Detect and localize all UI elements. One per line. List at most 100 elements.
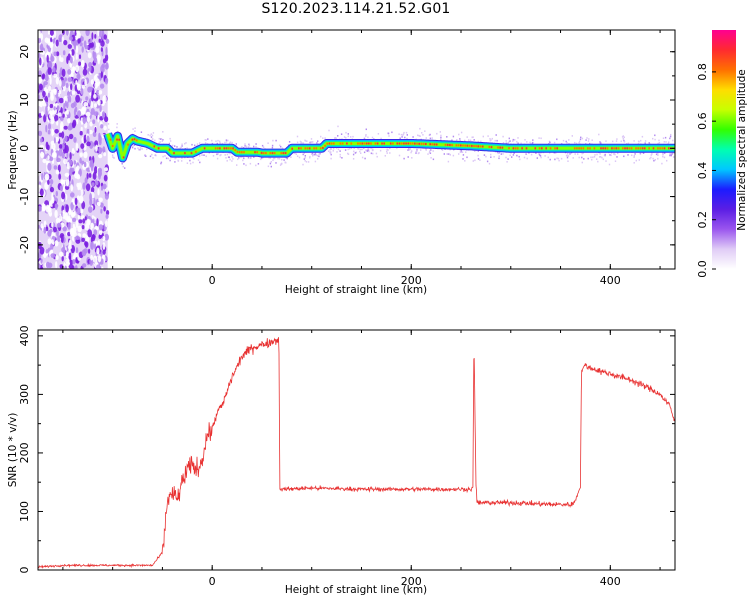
spectral-speckle [633,156,635,158]
noise-speckle [104,233,109,241]
noise-speckle [76,83,81,91]
spectral-speckle [245,145,248,148]
spectral-speckle [228,142,231,145]
spectral-speckle [505,156,507,159]
spectral-speckle [361,156,364,159]
spectral-speckle [139,148,141,151]
spectral-speckle [159,141,161,143]
spectral-speckle [311,152,314,155]
peak-marker [131,138,134,141]
spectrogram-panel: 0 200 400 -20 -10 0 10 20 Height of straight li… [7,29,676,296]
noise-speckle [65,204,69,213]
spectral-speckle [566,155,568,157]
spectral-speckle [453,149,455,151]
peak-marker [422,142,425,145]
noise-speckle [56,105,60,111]
peak-marker [389,142,392,145]
peak-marker [457,144,460,147]
noise-speckle [89,65,92,73]
peak-marker [635,147,637,150]
spectral-speckle [347,153,350,155]
noise-speckle [61,152,65,159]
spectral-speckle [387,149,389,151]
spectral-speckle [379,149,382,152]
spectral-speckle [186,147,188,149]
noise-speckle [81,60,85,68]
spectral-speckle [345,137,347,139]
spectral-speckle [574,153,576,155]
peak-marker [273,152,276,155]
spectral-speckle [662,137,665,139]
spectral-speckle [593,156,596,158]
noise-speckle [105,214,109,219]
spectral-speckle [204,139,206,141]
snr-x-axis-label: Height of straight line (km) [285,584,427,596]
peak-marker [582,147,585,150]
spectral-speckle [154,139,156,142]
noise-speckle [43,114,47,123]
spectral-speckle [621,136,624,138]
spectral-speckle [368,150,370,153]
noise-speckle [56,157,61,163]
noise-speckle [49,179,54,185]
noise-speckle [47,123,52,130]
noise-speckle [102,95,106,104]
spectral-speckle [493,156,495,158]
spectral-speckle [517,137,519,139]
spectral-speckle [509,154,511,157]
spectral-speckle [107,123,110,125]
spectral-speckle [553,141,556,144]
spectral-speckle [158,137,160,140]
noise-speckle [75,45,79,54]
spectral-speckle [224,141,226,144]
noise-speckle [88,248,91,254]
noise-speckle [93,94,97,99]
spectral-speckle [665,141,667,143]
spectral-speckle [181,143,183,146]
snr-plot-area [38,337,675,569]
noise-speckle [74,197,78,206]
peak-marker [254,151,256,154]
peak-marker [455,144,458,147]
noise-speckle [67,222,71,230]
spectral-speckle [177,159,179,162]
noise-speckle [84,45,89,50]
spectral-speckle [155,154,157,157]
peak-marker [203,147,206,150]
noise-speckle [51,239,54,245]
spectral-speckle [637,140,640,143]
spectral-speckle [207,138,209,140]
spectral-speckle [268,157,270,159]
spectral-speckle [316,142,318,144]
spectral-speckle [371,136,374,139]
noise-speckle [92,119,96,124]
spectral-speckle [581,156,583,159]
spectral-speckle [669,137,671,140]
spectral-speckle [389,152,391,154]
spectral-speckle [253,156,255,158]
spectral-speckle [508,140,510,143]
spectral-speckle [365,135,367,137]
spectral-speckle [240,156,242,158]
peak-marker [593,147,596,150]
spectral-speckle [306,140,308,142]
spectral-speckle [495,134,497,136]
peak-marker [341,142,344,145]
spectral-speckle [510,152,512,154]
noise-speckle [105,62,109,68]
peak-marker [525,147,528,150]
spectral-speckle [330,153,332,156]
peak-marker [663,147,666,150]
peak-marker [451,144,453,147]
peak-marker [409,142,412,145]
noise-speckle [54,114,59,122]
noise-speckle [90,241,94,250]
spectral-speckle [277,157,279,160]
spectral-speckle [242,159,244,162]
spectral-speckle [300,142,302,145]
spectral-speckle [451,139,453,142]
peak-marker [265,152,267,155]
spectral-speckle [518,155,520,158]
spectral-speckle [604,153,606,156]
peak-marker [431,143,434,146]
